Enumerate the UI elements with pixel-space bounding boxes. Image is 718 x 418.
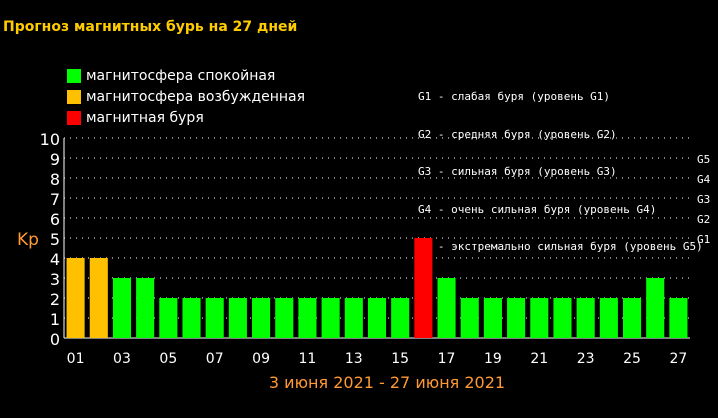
y-tick-label: 9 <box>50 150 60 169</box>
bar-day-11 <box>298 298 317 338</box>
storm-level-g3: G3 - сильная буря (уровень G3) <box>418 165 617 178</box>
bar-day-10 <box>275 298 294 338</box>
y-tick-label: 10 <box>40 130 60 149</box>
bar-day-27 <box>669 298 688 338</box>
legend-label-storm: магнитная буря <box>86 109 204 126</box>
bar-day-23 <box>576 298 595 338</box>
bar-day-12 <box>321 298 340 338</box>
bar-day-24 <box>599 298 618 338</box>
y-tick-label: 5 <box>50 230 60 249</box>
x-tick-label: 03 <box>113 351 131 367</box>
y-tick-label: 6 <box>50 210 60 229</box>
x-tick-label: 07 <box>206 351 224 367</box>
bar-day-17 <box>437 278 456 338</box>
y-tick-label: 3 <box>50 270 60 289</box>
bar-day-22 <box>553 298 572 338</box>
storm-level-g1: G1 - слабая буря (уровень G1) <box>418 90 611 103</box>
y-tick-label: 8 <box>50 170 60 189</box>
bar-day-08 <box>228 298 247 338</box>
bar-day-04 <box>136 278 155 338</box>
legend-item-storm: магнитная буря <box>67 107 305 128</box>
legend-swatch-active <box>67 89 81 104</box>
chart-title: Прогноз магнитных бурь на 27 дней <box>3 19 298 35</box>
y-tick-label: 1 <box>50 310 60 329</box>
bar-day-16 <box>414 238 433 338</box>
bar-day-09 <box>252 298 271 338</box>
x-tick-label: 27 <box>669 351 687 367</box>
legend: магнитосфера спокойная магнитосфера возб… <box>67 65 305 128</box>
storm-level-g2: G2 - средняя буря (уровень G2) <box>418 127 617 141</box>
g-level-label: G5 <box>697 153 710 166</box>
x-tick-label: 23 <box>577 351 595 367</box>
bar-day-06 <box>182 298 201 338</box>
x-tick-label: 11 <box>299 351 317 367</box>
legend-swatch-storm <box>67 110 81 125</box>
bar-day-13 <box>344 298 363 338</box>
g-level-label: G3 <box>697 193 710 206</box>
bar-day-21 <box>530 298 549 338</box>
x-tick-label: 13 <box>345 351 363 367</box>
legend-label-active: магнитосфера возбужденная <box>86 88 306 105</box>
bar-day-03 <box>112 278 132 338</box>
bar-day-05 <box>159 298 178 338</box>
storm-level-descriptions: G1 - слабая буря (уровень G1) G2 - средн… <box>418 66 703 266</box>
g-level-label: G2 <box>697 213 710 226</box>
legend-item-quiet: магнитосфера спокойная <box>67 65 305 86</box>
x-tick-label: 01 <box>67 351 85 367</box>
y-tick-label: 4 <box>50 250 60 269</box>
y-axis-label: Kp <box>17 230 39 250</box>
x-tick-label: 21 <box>530 351 548 367</box>
x-tick-label: 09 <box>252 351 270 367</box>
g-level-label: G4 <box>697 173 711 186</box>
bar-day-19 <box>483 298 502 338</box>
x-tick-label: 19 <box>484 351 502 367</box>
x-tick-label: 05 <box>159 351 177 367</box>
legend-swatch-quiet <box>67 68 81 83</box>
legend-label-quiet: магнитосфера спокойная <box>86 67 276 84</box>
y-tick-label: 2 <box>50 290 60 309</box>
storm-level-g4: G4 - очень сильная буря (уровень G4) <box>418 202 657 216</box>
bar-day-15 <box>391 298 410 338</box>
bar-day-02 <box>89 258 108 338</box>
bar-day-20 <box>507 298 526 338</box>
x-tick-label: 25 <box>623 351 641 367</box>
x-tick-label: 15 <box>391 351 409 367</box>
bar-day-26 <box>646 278 665 338</box>
bar-day-01 <box>66 258 85 338</box>
bar-day-18 <box>460 298 479 338</box>
x-axis-label: 3 июня 2021 - 27 июня 2021 <box>269 373 505 392</box>
x-tick-label: 17 <box>438 351 456 367</box>
y-tick-label: 7 <box>50 190 60 209</box>
g-level-label: G1 <box>697 233 710 246</box>
bar-day-07 <box>205 298 224 338</box>
legend-item-active: магнитосфера возбужденная <box>67 86 305 107</box>
y-tick-label: 0 <box>50 330 60 349</box>
bar-day-14 <box>367 298 387 338</box>
bar-day-25 <box>622 298 642 338</box>
